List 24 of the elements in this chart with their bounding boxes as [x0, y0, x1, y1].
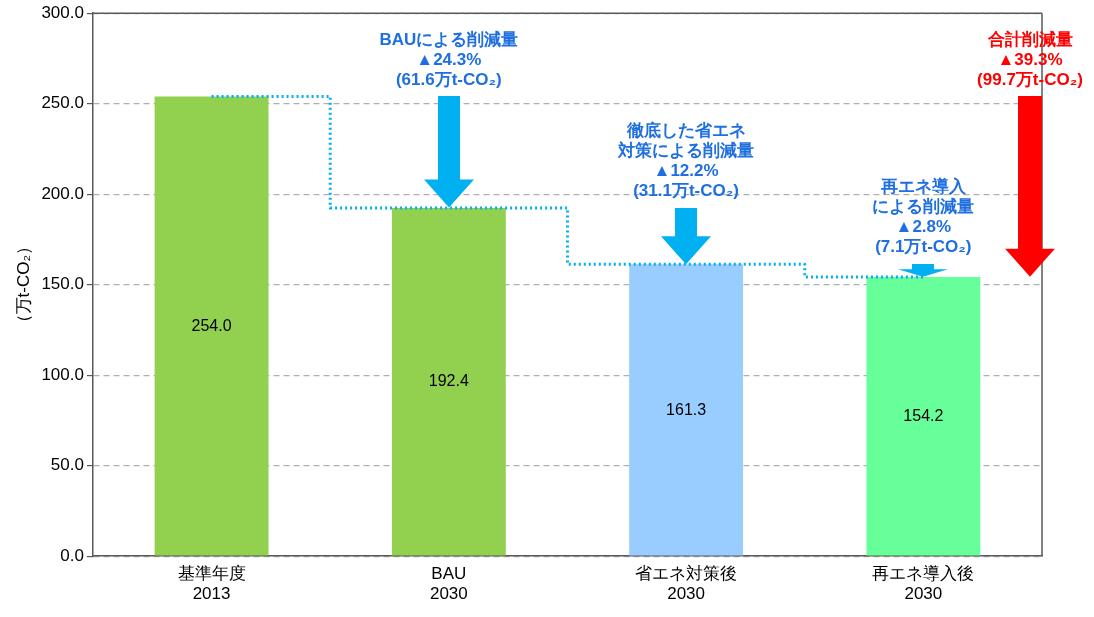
data-label: 254.0: [191, 316, 232, 334]
y-tick-label: 100.0: [41, 364, 84, 384]
data-label: 192.4: [428, 372, 469, 390]
y-tick-label: 50.0: [50, 455, 84, 475]
bar: [629, 264, 744, 556]
y-tick-label: 300.0: [41, 2, 84, 22]
data-label: 154.2: [903, 407, 944, 425]
x-tick-label: BAU 2030: [429, 564, 468, 604]
annotation: 徹底した省エネ対策による削減量 ▲12.2% (31.1万t-CO₂): [617, 121, 755, 201]
y-tick-label: 0.0: [60, 545, 84, 565]
bar: [391, 207, 506, 556]
y-tick-label: 200.0: [41, 183, 84, 203]
y-axis-title: （万t-CO₂）: [13, 237, 33, 332]
x-tick-label: 再エネ導入後 2030: [872, 564, 975, 604]
annotation: 再エネ導入による削減量 ▲2.8% (7.1万t-CO₂): [872, 177, 975, 257]
annotation: BAUによる削減量 ▲24.3% (61.6万t-CO₂): [379, 29, 519, 89]
x-tick-label: 基準年度 2013: [177, 564, 246, 604]
annotation: 合計削減量 ▲39.3% (99.7万t-CO₂): [977, 29, 1083, 89]
y-tick-label: 150.0: [41, 274, 84, 294]
y-tick-label: 250.0: [41, 93, 84, 113]
bar: [154, 96, 269, 556]
x-tick-label: 省エネ対策後 2030: [635, 564, 738, 604]
data-label: 161.3: [666, 400, 707, 418]
bar: [866, 277, 981, 556]
